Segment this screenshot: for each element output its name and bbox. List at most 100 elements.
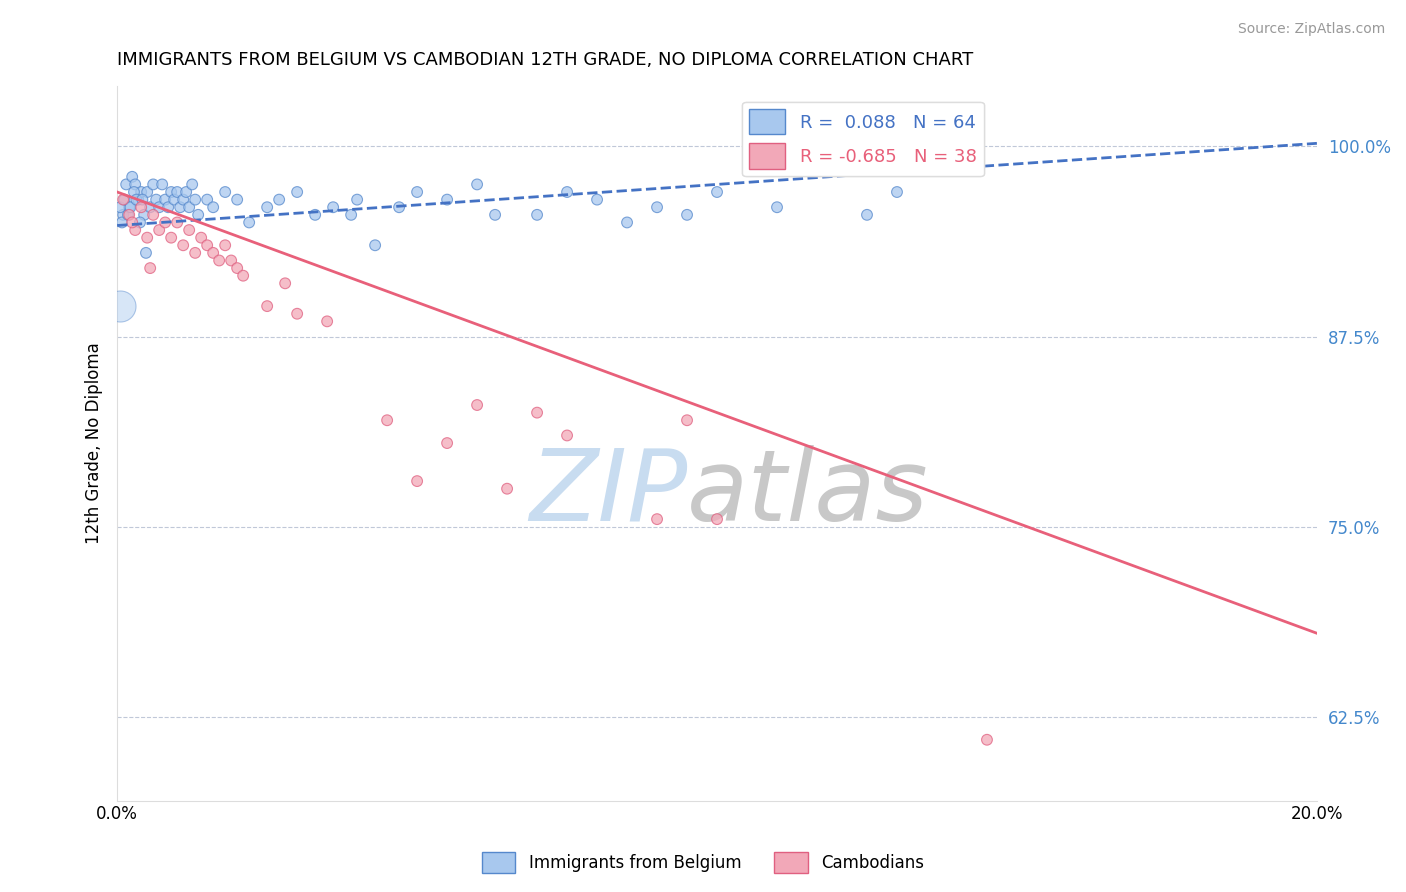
Legend: R =  0.088   N = 64, R = -0.685   N = 38: R = 0.088 N = 64, R = -0.685 N = 38 [742,102,984,177]
Point [214,238,236,252]
Point [555,185,578,199]
Point [124,223,146,237]
Point [129,185,152,199]
Point [131,193,153,207]
Point [676,413,699,427]
Point [226,193,249,207]
Point [117,208,139,222]
Point [316,314,339,328]
Point [364,238,387,252]
Point [269,193,291,207]
Point [202,245,225,260]
Point [121,215,143,229]
Point [375,413,398,427]
Point [465,398,488,412]
Point [124,178,146,192]
Point [166,185,188,199]
Point [465,178,488,192]
Point [195,238,218,252]
Point [108,299,131,313]
Point [436,193,458,207]
Point [526,406,548,420]
Point [645,200,668,214]
Point [285,185,308,199]
Point [406,474,429,488]
Point [274,277,297,291]
Point [256,200,278,214]
Point [135,245,157,260]
Point [187,208,209,222]
Point [976,732,998,747]
Point [112,193,135,207]
Point [118,208,141,222]
Point [496,482,519,496]
Point [856,208,879,222]
Point [139,261,162,276]
Point [108,200,131,214]
Point [645,512,668,526]
Point [526,208,548,222]
Point [160,230,183,244]
Point [184,245,207,260]
Point [134,208,156,222]
Point [616,215,638,229]
Point [340,208,363,222]
Point [145,193,167,207]
Point [676,208,699,222]
Point [190,230,212,244]
Point [111,215,134,229]
Point [142,208,165,222]
Point [304,208,326,222]
Point [121,169,143,184]
Point [129,200,152,214]
Point [586,193,609,207]
Point [346,193,368,207]
Legend: Immigrants from Belgium, Cambodians: Immigrants from Belgium, Cambodians [475,846,931,880]
Point [555,428,578,442]
Point [766,200,789,214]
Y-axis label: 12th Grade, No Diploma: 12th Grade, No Diploma [86,343,103,544]
Point [232,268,254,283]
Point [706,512,728,526]
Point [120,200,142,214]
Point [157,200,180,214]
Point [139,200,162,214]
Point [122,185,145,199]
Point [226,261,249,276]
Point [166,215,188,229]
Point [181,178,204,192]
Text: Source: ZipAtlas.com: Source: ZipAtlas.com [1237,22,1385,37]
Point [174,185,197,199]
Point [706,185,728,199]
Point [142,178,165,192]
Point [136,230,159,244]
Point [150,178,173,192]
Point [112,208,135,222]
Point [125,193,148,207]
Point [256,299,278,313]
Point [112,193,135,207]
Point [148,223,170,237]
Point [129,215,152,229]
Point [388,200,411,214]
Point [163,193,186,207]
Point [179,223,201,237]
Point [136,185,159,199]
Point [195,193,218,207]
Point [436,436,458,450]
Point [208,253,231,268]
Point [179,200,201,214]
Point [172,193,194,207]
Point [153,215,176,229]
Point [169,200,191,214]
Text: atlas: atlas [688,444,929,541]
Point [238,215,260,229]
Point [115,178,138,192]
Text: IMMIGRANTS FROM BELGIUM VS CAMBODIAN 12TH GRADE, NO DIPLOMA CORRELATION CHART: IMMIGRANTS FROM BELGIUM VS CAMBODIAN 12T… [117,51,973,69]
Point [160,185,183,199]
Point [153,193,176,207]
Point [172,238,194,252]
Point [219,253,242,268]
Point [118,200,141,214]
Point [202,200,225,214]
